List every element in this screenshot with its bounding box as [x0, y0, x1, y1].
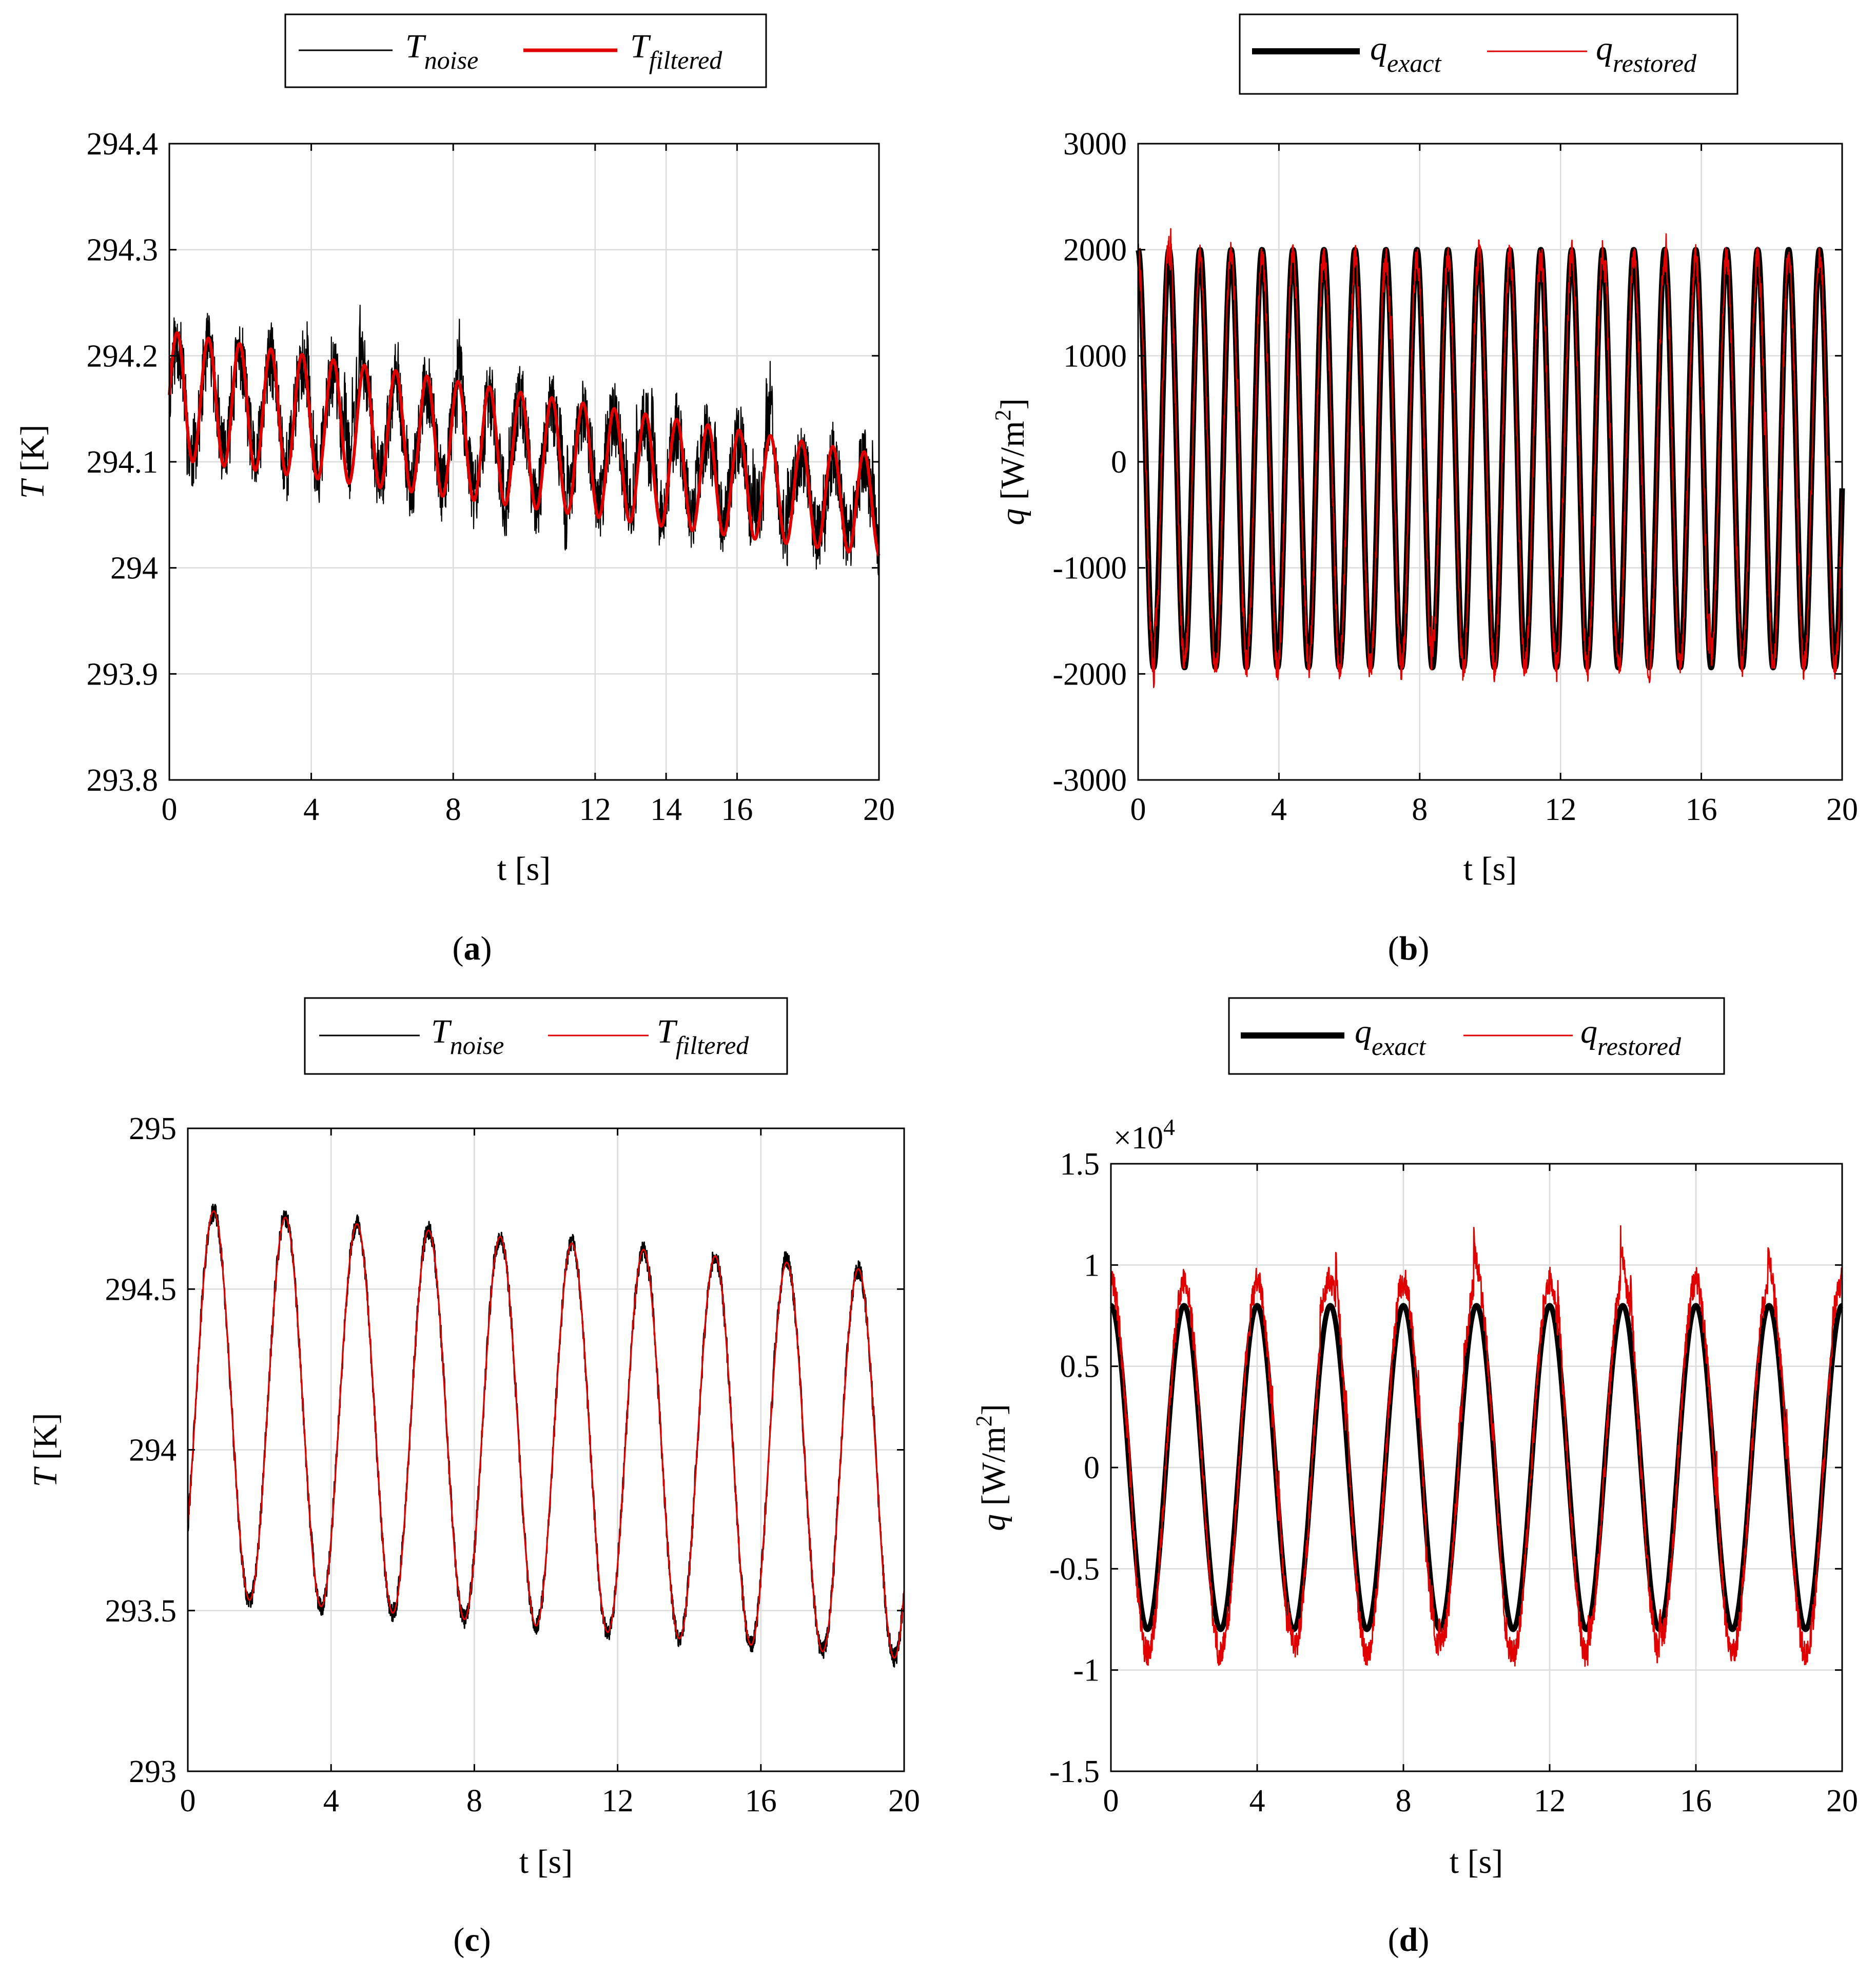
grid-c [188, 1128, 904, 1771]
plot-area-b [1136, 228, 1845, 688]
legend-b-label-exact: qexact [1370, 30, 1442, 77]
legend-c-label-noise: Tnoise [431, 1013, 504, 1060]
x-tick-label: 12 [579, 792, 611, 827]
panel-label-d: (d) [1388, 1921, 1430, 1959]
y-tick-label: 294.4 [87, 127, 159, 162]
yticks-a: 293.8 293.9 294 294.1 294.2 294.3 294.4 [87, 127, 879, 798]
legend-a-label-filtered: Tfiltered [630, 28, 722, 74]
series-line-noise [187, 1203, 905, 1668]
yticks-b: -3000 -2000 -1000 0 1000 2000 3000 [1052, 127, 1842, 798]
xlabel-b: t [s] [1463, 850, 1517, 888]
xlabel-c: t [s] [519, 1843, 573, 1881]
x-tick-label: 20 [1826, 1784, 1858, 1818]
y-tick-label: 294.5 [105, 1272, 177, 1307]
x-tick-label: 4 [1249, 1784, 1265, 1818]
x-tick-label: 12 [1534, 1784, 1566, 1818]
xticks-a: 0 4 8 12 14 16 20 [162, 144, 895, 827]
x-tick-label: 8 [1412, 792, 1428, 827]
ylabel-d: q [W/m2] [971, 1404, 1012, 1531]
panel-d: qexact qrestored ×104 -1.5 -1 -0.5 0 0.5 1 1.5… [971, 997, 1858, 1959]
x-tick-label: 8 [445, 792, 461, 827]
panel-b: qexact qrestored -3000-2000-100001000200… [990, 13, 1858, 967]
y-tick-label: -1.5 [1049, 1754, 1100, 1789]
panel-a: Tnoise Tfiltered 293.8 293.9 294 294.1 294.2… [14, 13, 895, 967]
grid-a [169, 144, 879, 780]
series-line-restored [1110, 1225, 1843, 1667]
x-tick-label: 16 [745, 1784, 777, 1818]
y-tick-label: 1 [1084, 1248, 1100, 1283]
y-tick-label: 294.3 [87, 233, 159, 268]
x-tick-label: 4 [1271, 792, 1287, 827]
y-tick-label: 294 [110, 551, 158, 586]
y-tick-label: 293.9 [87, 657, 159, 692]
xticks-d: 0 4 8 12 16 20 [1103, 1164, 1858, 1818]
xlabel-d: t [s] [1450, 1843, 1503, 1881]
yticks-c: 293 293.5 294 294.5 295 [105, 1111, 904, 1789]
xticks-b: 0 4 8 12 16 20 [1130, 144, 1858, 827]
y-tick-label: -3000 [1052, 763, 1127, 798]
x-tick-label: 12 [1545, 792, 1576, 827]
x-tick-label: 8 [1396, 1784, 1412, 1818]
legend-b-label-restored: qrestored [1596, 30, 1697, 77]
y-tick-label: 293 [129, 1754, 177, 1789]
y-tick-label: 0.5 [1060, 1350, 1100, 1384]
ylabel-c: T [K] [27, 1413, 64, 1488]
y-tick-label: 295 [129, 1111, 177, 1146]
y-tick-label: 1000 [1063, 339, 1127, 374]
x-tick-label: 0 [1103, 1784, 1119, 1818]
x-tick-label: 16 [1686, 792, 1717, 827]
y-tick-label: 294 [129, 1433, 177, 1468]
y-multiplier-d: ×104 [1113, 1114, 1175, 1156]
series-line-restored [1137, 228, 1843, 688]
y-tick-label: 0 [1111, 445, 1127, 480]
legend-d-label-restored: qrestored [1580, 1013, 1682, 1061]
plot-area-d [1108, 1225, 1845, 1667]
y-tick-label: 1.5 [1060, 1147, 1100, 1182]
plot-area-c [187, 1203, 905, 1668]
x-tick-label: 0 [180, 1784, 196, 1818]
y-tick-label: -1000 [1052, 551, 1127, 586]
x-tick-label: 0 [162, 792, 178, 827]
panel-label-b: (b) [1388, 930, 1430, 967]
x-tick-label: 4 [323, 1784, 339, 1818]
x-tick-label: 20 [1826, 792, 1858, 827]
plot-area-a [168, 304, 881, 576]
legend-a-label-noise: Tnoise [405, 28, 478, 74]
legend-b-box [1239, 13, 1738, 95]
panel-label-a: (a) [453, 930, 492, 967]
x-tick-label: 16 [721, 792, 753, 827]
legend-d-label-exact: qexact [1355, 1013, 1426, 1061]
yticks-d: -1.5 -1 -0.5 0 0.5 1 1.5 [1049, 1147, 1842, 1789]
x-tick-label: 20 [888, 1784, 920, 1818]
ylabel-b: q [W/m2] [990, 398, 1031, 525]
panel-c: Tnoise Tfiltered 293 293.5 294 294.5 295 0 4 8… [27, 997, 920, 1959]
y-tick-label: 2000 [1063, 233, 1127, 268]
y-tick-label: -2000 [1052, 657, 1127, 692]
panel-label-c: (c) [453, 1921, 491, 1959]
y-tick-label: 293.5 [105, 1594, 177, 1629]
y-tick-label: 294.1 [87, 445, 159, 480]
y-tick-label: 293.8 [87, 763, 159, 798]
x-tick-label: 16 [1680, 1784, 1712, 1818]
y-tick-label: -0.5 [1049, 1552, 1100, 1587]
y-tick-label: 0 [1084, 1451, 1100, 1485]
y-tick-label: -1 [1073, 1653, 1100, 1688]
x-tick-label: 14 [650, 792, 682, 827]
x-tick-label: 20 [863, 792, 895, 827]
series-line-filtered [187, 1210, 905, 1659]
xticks-c: 0 4 8 12 16 20 [180, 1128, 920, 1818]
x-tick-label: 4 [303, 792, 319, 827]
y-tick-label: 294.2 [87, 339, 159, 374]
xlabel-a: t [s] [497, 850, 551, 888]
x-tick-label: 12 [602, 1784, 634, 1818]
x-tick-label: 8 [466, 1784, 482, 1818]
x-tick-label: 0 [1130, 792, 1146, 827]
legend-c-label-filtered: Tfiltered [657, 1013, 749, 1060]
ylabel-a: T [K] [14, 425, 51, 499]
y-tick-label: 3000 [1063, 127, 1127, 162]
series-line-filtered [168, 331, 881, 557]
